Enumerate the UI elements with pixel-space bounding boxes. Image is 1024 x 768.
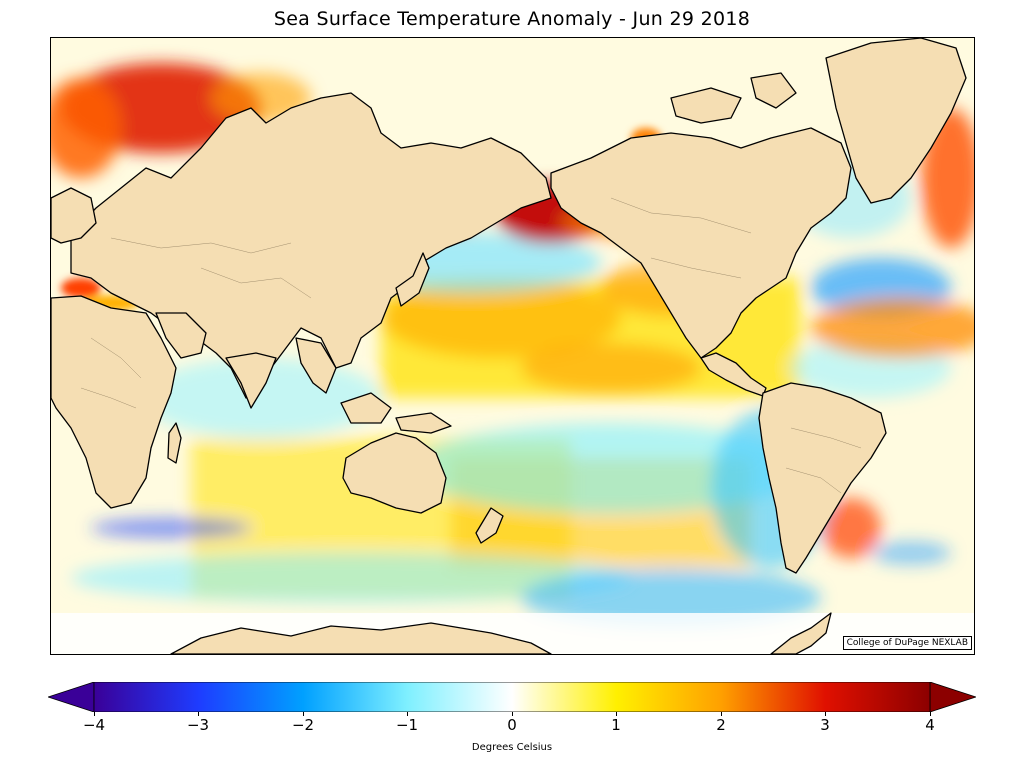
colorbar-axis-label: Degrees Celsius xyxy=(471,742,553,753)
colorbar-ticks: −4 −3 −2 −1 0 1 2 3 4 xyxy=(0,716,1024,740)
arabian-peninsula xyxy=(155,312,207,359)
antarctic-peninsula xyxy=(770,612,832,654)
tick-mark xyxy=(930,712,931,716)
europe-peninsula xyxy=(51,187,97,244)
africa-landmass xyxy=(51,295,177,509)
country-borders xyxy=(80,197,862,494)
colorbar-graphic xyxy=(46,681,978,713)
south-america-landmass xyxy=(758,382,887,574)
india-subcontinent xyxy=(225,352,277,409)
tick-mark xyxy=(721,712,722,716)
tick-label: 1 xyxy=(611,716,621,734)
sst-map xyxy=(51,38,974,654)
tick-mark xyxy=(198,712,199,716)
tick-mark xyxy=(512,712,513,716)
madagascar-island xyxy=(167,422,182,464)
indochina-peninsula xyxy=(295,337,337,394)
tick-mark xyxy=(825,712,826,716)
tick-mark xyxy=(616,712,617,716)
colorbar-max-extend xyxy=(929,681,978,713)
tick-label: −1 xyxy=(395,716,419,734)
tick-label: 4 xyxy=(925,716,935,734)
credit-label: College of DuPage NEXLAB xyxy=(842,636,972,650)
new-zealand-islands xyxy=(475,507,504,544)
antarctica-landmass xyxy=(170,622,552,654)
tick-label: 0 xyxy=(507,716,517,734)
tick-label: 3 xyxy=(820,716,830,734)
greenland-landmass xyxy=(825,38,967,204)
australia-landmass xyxy=(342,432,447,514)
tick-mark xyxy=(303,712,304,716)
map-panel: College of DuPage NEXLAB xyxy=(50,37,975,655)
new-guinea-island xyxy=(395,412,452,434)
indonesia-islands xyxy=(340,392,392,424)
tick-mark xyxy=(94,712,95,716)
colorbar xyxy=(46,681,978,713)
arctic-archipelago xyxy=(670,87,742,124)
arctic-island xyxy=(750,72,797,109)
tick-label: −3 xyxy=(186,716,210,734)
map-title: Sea Surface Temperature Anomaly - Jun 29… xyxy=(273,8,751,30)
tick-label: −4 xyxy=(82,716,106,734)
tick-mark xyxy=(407,712,408,716)
land-masses xyxy=(51,38,967,654)
colorbar-min-extend xyxy=(46,681,95,713)
colorbar-gradient xyxy=(93,681,931,713)
north-america-landmass xyxy=(550,127,852,359)
tick-label: −2 xyxy=(291,716,315,734)
japan-islands xyxy=(395,252,430,307)
tick-label: 2 xyxy=(716,716,726,734)
